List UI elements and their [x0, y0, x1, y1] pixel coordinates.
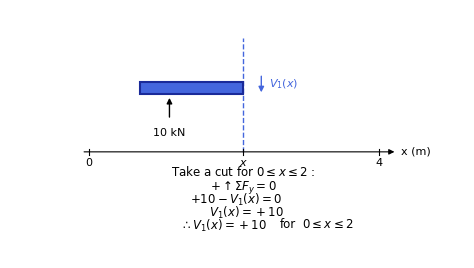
Text: 10 kN: 10 kN	[153, 128, 186, 138]
Text: x: x	[240, 158, 246, 168]
Text: Take a cut for $0 \leq x \leq 2$ :: Take a cut for $0 \leq x \leq 2$ :	[171, 165, 315, 179]
Text: 4: 4	[375, 158, 383, 168]
Text: $\therefore V_1(x) = +10$: $\therefore V_1(x) = +10$	[181, 218, 267, 234]
Text: $V_1(x) = +10$: $V_1(x) = +10$	[209, 205, 284, 221]
Text: $+10 - V_1(x) = 0$: $+10 - V_1(x) = 0$	[190, 192, 282, 208]
Text: $0 \leq x \leq 2$: $0 \leq x \leq 2$	[301, 218, 353, 231]
Text: x (m): x (m)	[401, 147, 431, 157]
Text: $+ \uparrow \Sigma F_y = 0$: $+ \uparrow \Sigma F_y = 0$	[210, 179, 276, 196]
Text: $V_1(x)$: $V_1(x)$	[269, 77, 298, 91]
Text: for: for	[280, 218, 296, 231]
Text: 0: 0	[85, 158, 92, 168]
Bar	[140, 82, 243, 94]
